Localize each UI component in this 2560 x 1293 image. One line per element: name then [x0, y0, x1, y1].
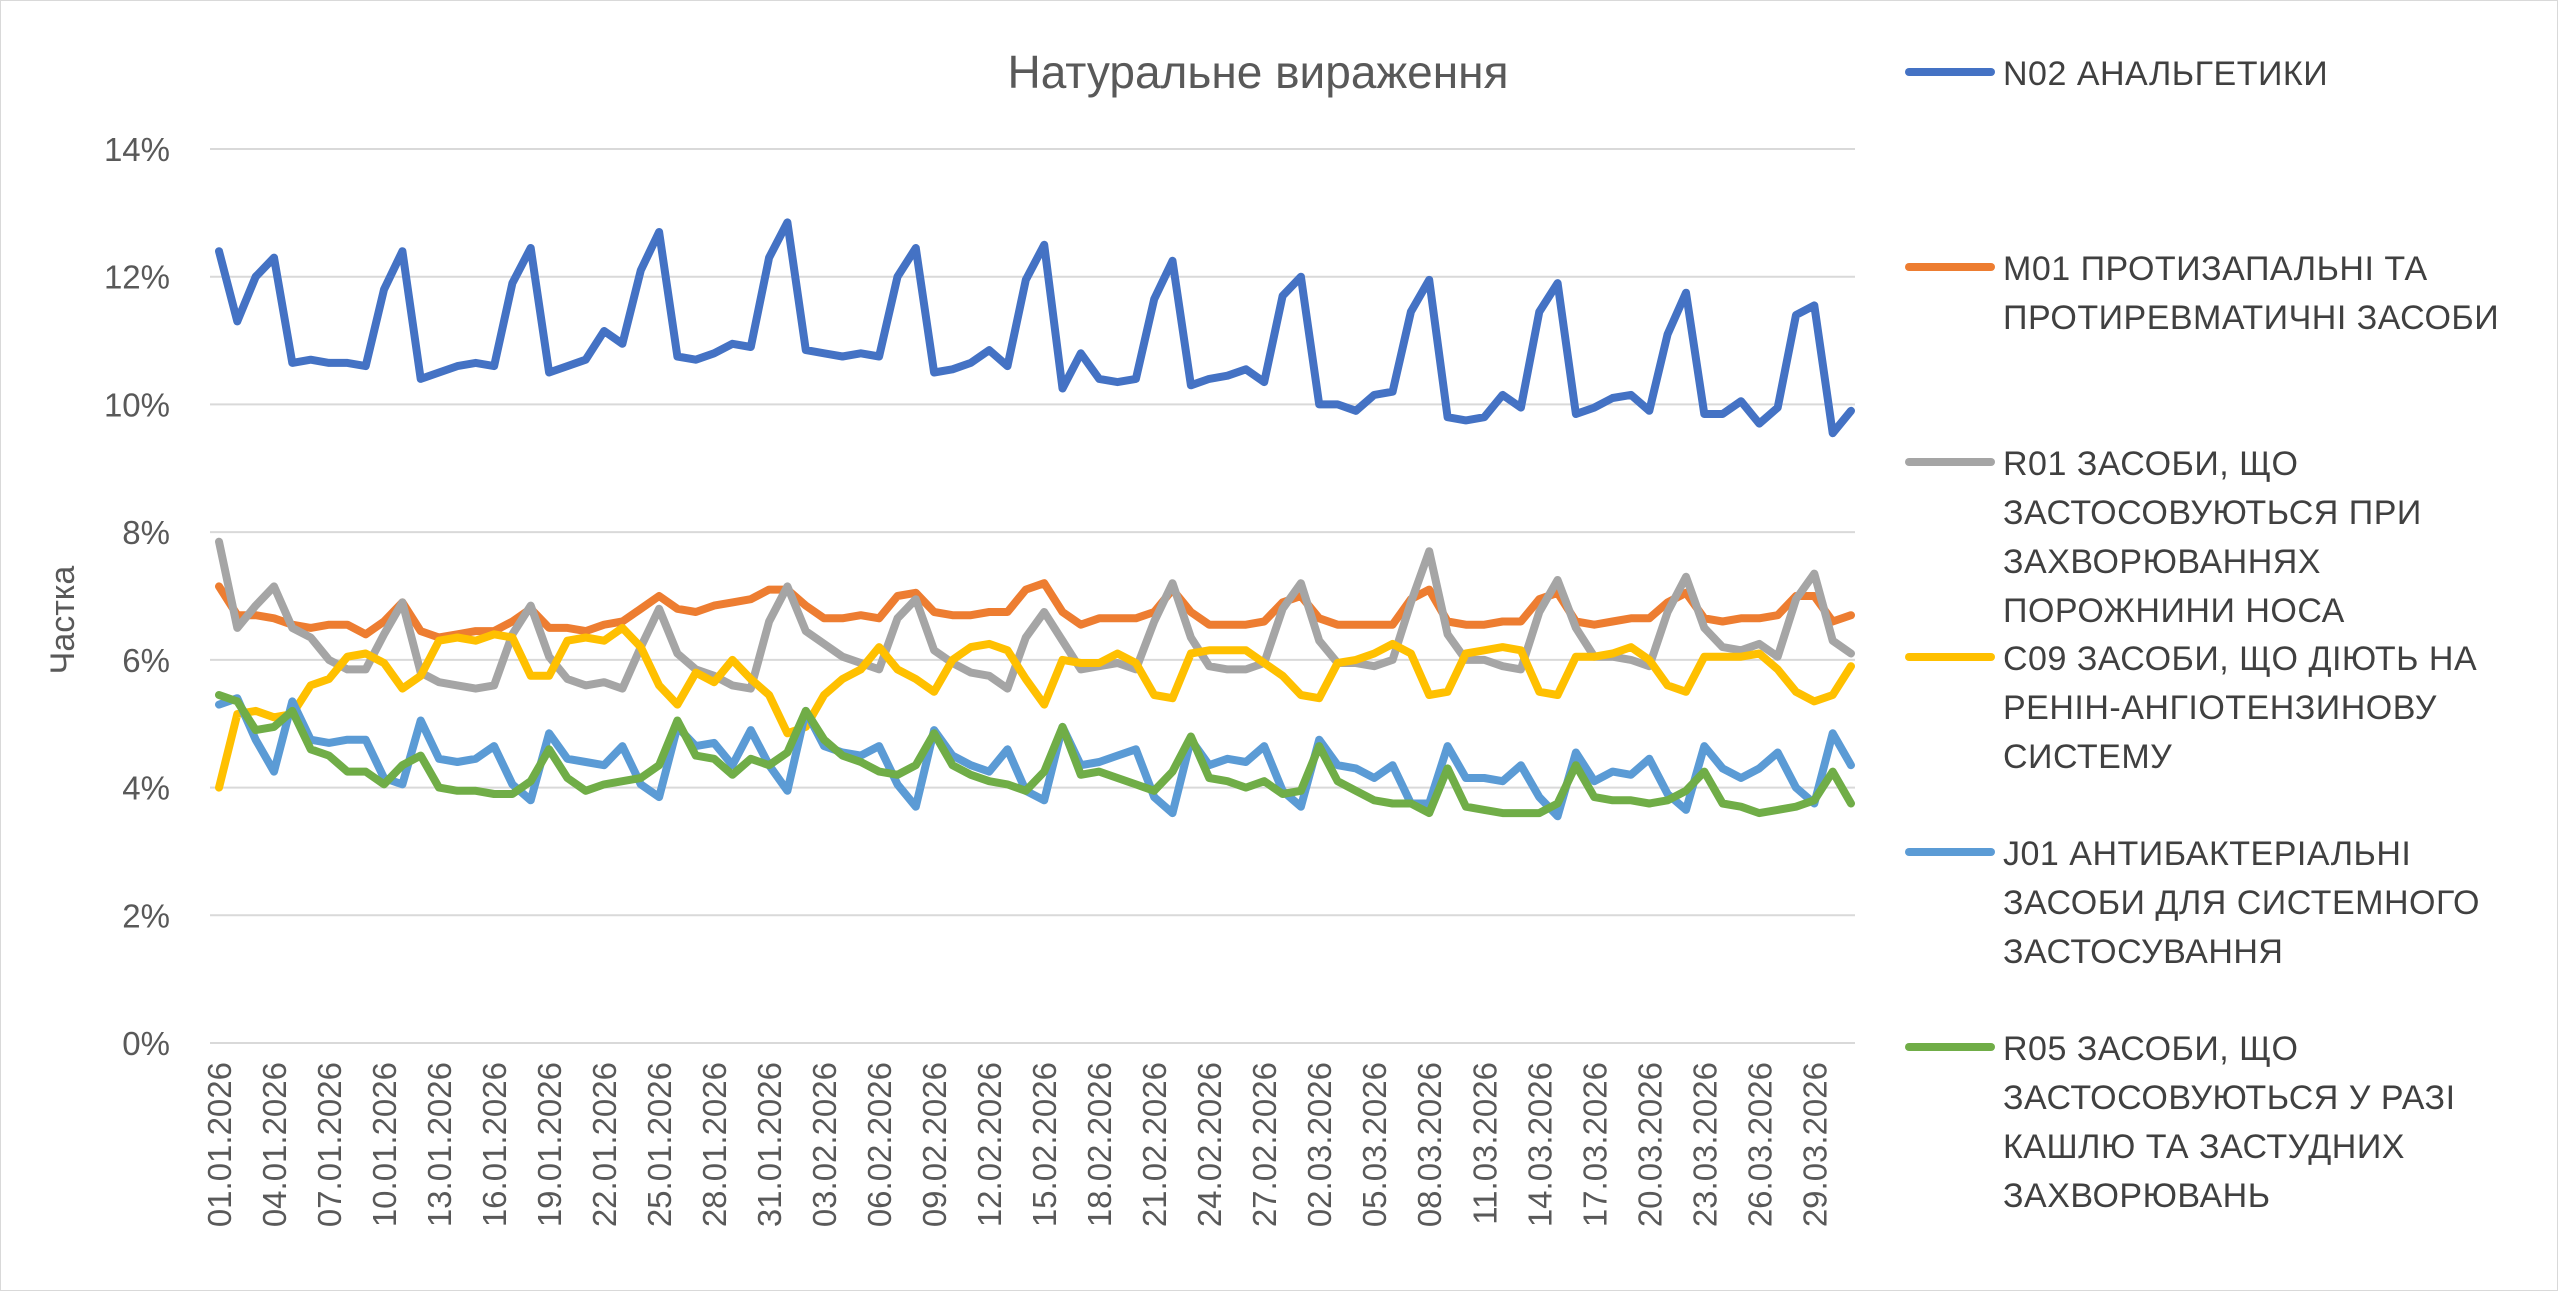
x-tick-label: 18.02.2026 [1081, 1062, 1118, 1227]
x-tick-label: 07.01.2026 [311, 1062, 348, 1227]
x-tick-label: 08.03.2026 [1411, 1062, 1448, 1227]
y-tick-label: 2% [122, 897, 170, 934]
x-tick-label: 24.02.2026 [1191, 1062, 1228, 1227]
series-line-1 [215, 218, 1855, 438]
x-tick-label: 25.01.2026 [641, 1062, 678, 1227]
x-tick-label: 10.01.2026 [366, 1062, 403, 1227]
series-line-2 [215, 579, 1855, 642]
x-tick-label: 11.03.2026 [1466, 1062, 1503, 1225]
x-tick-label: 03.02.2026 [806, 1062, 843, 1227]
x-tick-label: 09.02.2026 [916, 1062, 953, 1227]
y-axis-tick-labels: 0% 2% 4% 6% 8% 10% 12% 14% [104, 131, 170, 1062]
y-tick-label: 0% [122, 1025, 170, 1062]
x-tick-label: 23.03.2026 [1686, 1062, 1723, 1227]
legend-swatch [1905, 68, 1995, 76]
legend-label: R05 ЗАСОБИ, ЩО ЗАСТОСОВУЮТЬСЯ У РАЗІ КАШ… [2003, 1030, 2456, 1215]
x-tick-label: 13.01.2026 [421, 1062, 458, 1227]
series-line-3 [215, 537, 1855, 693]
x-tick-label: 20.03.2026 [1631, 1062, 1668, 1227]
x-tick-label: 28.01.2026 [696, 1062, 733, 1227]
y-tick-label: 14% [104, 131, 170, 168]
x-tick-label: 01.01.2026 [201, 1062, 238, 1227]
x-tick-label: 06.02.2026 [861, 1062, 898, 1227]
legend-swatch [1905, 653, 1995, 661]
x-tick-label: 17.03.2026 [1576, 1062, 1613, 1227]
x-tick-label: 05.03.2026 [1356, 1062, 1393, 1227]
legend-swatch [1905, 458, 1995, 466]
y-axis-label: Частка [44, 566, 82, 675]
legend-swatch [1905, 263, 1995, 271]
y-tick-label: 10% [104, 386, 170, 423]
x-tick-label: 16.01.2026 [476, 1062, 513, 1227]
gridlines [210, 148, 1855, 1044]
legend-label: R01 ЗАСОБИ, ЩО ЗАСТОСОВУЮТЬСЯ ПРИ ЗАХВОР… [2003, 445, 2422, 630]
y-tick-label: 12% [104, 259, 170, 296]
legend-label: M01 ПРОТИЗАПАЛЬНІ ТА ПРОТИРЕВМАТИЧНІ ЗАС… [2003, 250, 2500, 337]
x-tick-label: 04.01.2026 [256, 1062, 293, 1227]
x-tick-label: 27.02.2026 [1246, 1062, 1283, 1227]
x-tick-label: 21.02.2026 [1136, 1062, 1173, 1227]
y-tick-label: 8% [122, 514, 170, 551]
x-tick-label: 02.03.2026 [1301, 1062, 1338, 1227]
series-line-6 [215, 691, 1855, 818]
legend-swatch [1905, 1043, 1995, 1051]
series-line-5 [215, 694, 1855, 821]
chart-title: Натуральне вираження [1008, 46, 1509, 98]
legend-label: C09 ЗАСОБИ, ЩО ДІЮТЬ НА РЕНІН-АНГІОТЕНЗИ… [2003, 640, 2478, 776]
x-axis-tick-labels: 01.01.2026 04.01.2026 07.01.2026 10.01.2026… [201, 1062, 1833, 1227]
x-tick-label: 22.01.2026 [586, 1062, 623, 1227]
legend-swatch [1905, 848, 1995, 856]
x-tick-label: 29.03.2026 [1796, 1062, 1833, 1227]
y-tick-label: 6% [122, 642, 170, 679]
x-tick-label: 12.02.2026 [971, 1062, 1008, 1227]
x-tick-label: 15.02.2026 [1026, 1062, 1063, 1227]
x-tick-label: 19.01.2026 [531, 1062, 568, 1227]
y-tick-label: 4% [122, 770, 170, 807]
legend-label: N02 АНАЛЬГЕТИКИ [2003, 55, 2329, 93]
x-tick-label: 31.01.2026 [751, 1062, 788, 1227]
x-tick-label: 26.03.2026 [1741, 1062, 1778, 1227]
series-line-4 [215, 623, 1855, 792]
series-lines [215, 218, 1855, 821]
x-tick-label: 14.03.2026 [1521, 1062, 1558, 1227]
legend-label: J01 АНТИБАКТЕРІАЛЬНІ ЗАСОБИ ДЛЯ СИСТЕМНО… [2003, 835, 2480, 971]
